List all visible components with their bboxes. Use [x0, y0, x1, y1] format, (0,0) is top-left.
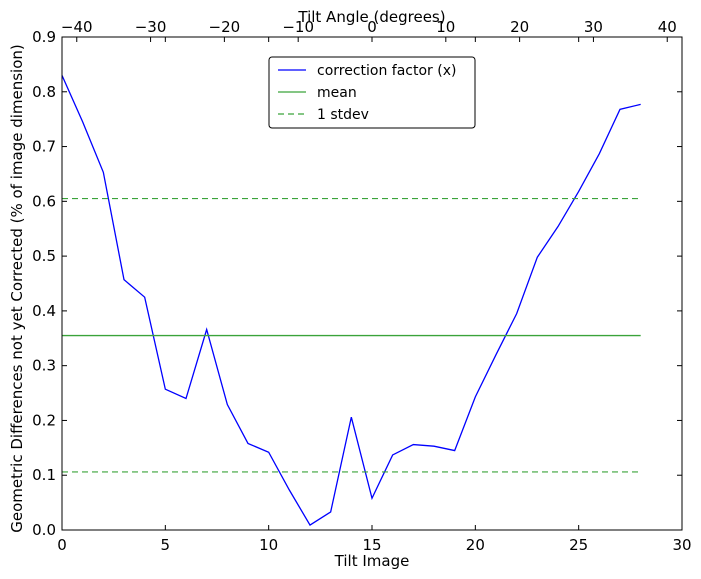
y-tick-label: 0.9: [32, 28, 56, 46]
y-tick-label: 0.1: [32, 466, 56, 484]
top-x-tick-label: −10: [282, 18, 314, 36]
x-tick-label: 20: [466, 536, 485, 554]
y-tick-label: 0.0: [32, 521, 56, 539]
series-line-correction-factor-x-: [61, 75, 641, 526]
y-tick-label: 0.8: [32, 83, 56, 101]
top-x-tick-label: −30: [135, 18, 167, 36]
top-x-tick-label: −40: [61, 18, 93, 36]
legend-label: mean: [317, 85, 357, 101]
top-x-tick-label: 10: [436, 18, 455, 36]
x-axis-title: Tilt Image: [334, 552, 410, 570]
legend-label: 1 stdev: [317, 107, 369, 123]
y-tick-label: 0.5: [32, 247, 56, 265]
x-tick-label: 5: [161, 536, 171, 554]
y-axis-title: Geometric Differences not yet Corrected …: [8, 44, 26, 533]
legend-box: [268, 56, 476, 129]
x-tick-label: 30: [672, 536, 691, 554]
top-x-tick-label: 40: [658, 18, 677, 36]
x-tick-label: 15: [362, 536, 381, 554]
x-tick-label: 0: [57, 536, 67, 554]
x-tick-label: 10: [259, 536, 278, 554]
y-tick-label: 0.6: [32, 192, 56, 210]
x-tick-label: 25: [569, 536, 588, 554]
y-tick-label: 0.3: [32, 357, 56, 375]
legend-label: correction factor (x): [317, 63, 456, 79]
y-tick-label: 0.2: [32, 411, 56, 429]
y-tick-label: 0.7: [32, 138, 56, 156]
y-tick-label: 0.4: [32, 302, 56, 320]
top-x-tick-label: 30: [584, 18, 603, 36]
top-x-tick-label: 20: [510, 18, 529, 36]
top-x-axis-title: Tilt Angle (degrees): [297, 8, 445, 26]
top-x-tick-label: 0: [367, 18, 377, 36]
top-x-tick-label: −20: [209, 18, 241, 36]
